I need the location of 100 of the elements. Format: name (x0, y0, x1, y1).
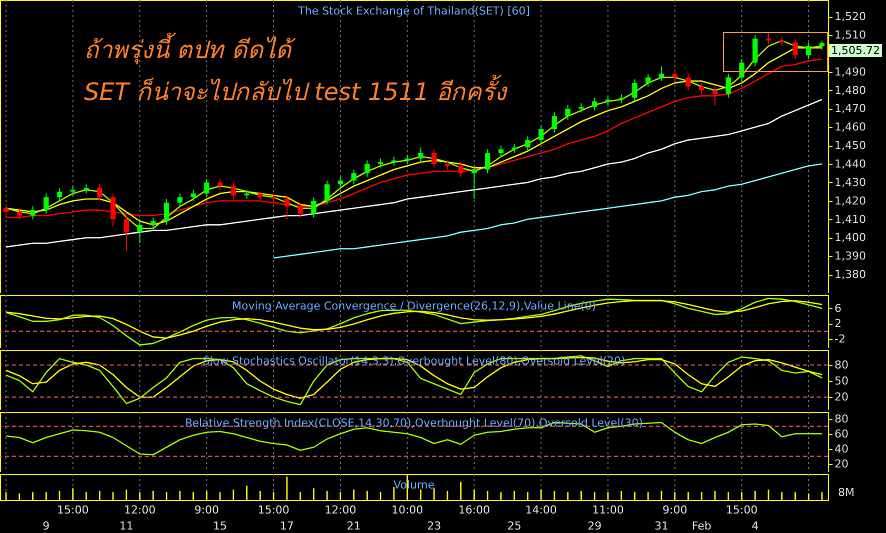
candlestick (752, 34, 758, 67)
candlestick (84, 184, 89, 194)
candlestick (44, 192, 49, 214)
candlestick (699, 82, 704, 94)
y-tick-label: 1,420 (834, 194, 866, 208)
candlestick (739, 58, 744, 82)
candlestick (351, 169, 356, 185)
candlestick (686, 73, 691, 91)
x-tick-label: Feb (692, 520, 712, 532)
candlestick (244, 189, 250, 200)
candlestick (712, 86, 718, 106)
y-tick-label: 1,390 (834, 250, 866, 263)
candlestick (458, 162, 464, 178)
x-tick-label: 15 (213, 520, 228, 532)
candlestick (472, 165, 477, 200)
candlestick (618, 93, 624, 104)
candlestick (150, 216, 156, 230)
candlestick (30, 206, 36, 220)
x-tick-label: 15:00 (57, 504, 89, 516)
candlestick (646, 73, 651, 88)
candlestick (512, 143, 517, 154)
y-tick-label: 1,410 (834, 212, 866, 226)
candlestick (56, 187, 62, 202)
x-tick-label: 11:00 (592, 504, 624, 516)
y-tick-label: 60 (834, 427, 848, 440)
candlestick (538, 124, 544, 144)
line-series (5, 355, 823, 406)
y-tick-label: 50 (834, 374, 848, 388)
y-tick-label: 20 (834, 457, 848, 470)
candlestick (779, 36, 784, 47)
candlestick (97, 184, 102, 202)
x-tick-label: 9:00 (662, 504, 688, 516)
y-tick-label: 1,440 (834, 158, 866, 171)
chart-title: Relative Strength Index(CLOSE,14,30,70),Overbought Level(70),Oversold Level(30) (185, 416, 643, 430)
y-tick-label: 1,470 (834, 102, 866, 116)
candlestick (672, 70, 678, 82)
candlestick (658, 66, 664, 82)
candlestick (164, 198, 170, 226)
candlestick (819, 40, 825, 50)
x-tick-label: 17 (280, 520, 294, 532)
candlestick (378, 158, 384, 168)
candlestick (311, 196, 316, 218)
candlestick (364, 160, 370, 178)
y-tick-label: 1,380 (834, 268, 866, 282)
y-tick-label: 1,510 (834, 28, 866, 42)
candlestick (792, 38, 798, 60)
y-tick-label: 1,490 (834, 65, 866, 78)
x-tick-label: 11 (119, 520, 134, 532)
y-tick-label: 20 (834, 390, 848, 404)
x-tick-label: 14:00 (525, 504, 557, 516)
annotation: SET ก็น่าจะไปกลับไป test 1511 อีกครั้ง (84, 74, 507, 108)
text: 1,505.72 (829, 44, 882, 57)
candlestick (484, 148, 490, 174)
x-tick-label: 31 (654, 520, 668, 532)
y-tick-label: 1,400 (834, 231, 866, 244)
y-tick-label: 1,480 (834, 84, 866, 97)
candlestick (498, 145, 504, 158)
line-series (5, 300, 823, 339)
x-tick-label: 16:00 (458, 504, 490, 516)
candlestick (270, 192, 276, 204)
candlestick (190, 189, 196, 202)
candlestick (217, 178, 223, 190)
x-tick-label: 12:00 (124, 504, 156, 516)
x-tick-label: 29 (588, 520, 602, 532)
candlestick (766, 32, 772, 45)
x-tick-label: 12:00 (324, 504, 356, 516)
x-tick-label: 15:00 (258, 504, 290, 516)
candlestick (230, 182, 236, 200)
line-series (272, 163, 823, 259)
text: 8M (838, 486, 854, 499)
y-tick-label: 1,430 (834, 176, 866, 189)
candlestick (592, 97, 598, 112)
x-tick-label: 10:00 (391, 504, 424, 516)
x-tick-label: 21 (346, 520, 361, 532)
candlestick (204, 178, 210, 198)
candlestick (565, 104, 570, 120)
chart-title: The Stock Exchange of Thailand(SET) [60] (297, 4, 530, 18)
candlestick (552, 112, 558, 134)
candlestick (137, 218, 142, 244)
x-tick-label: 9 (42, 520, 50, 532)
y-tick-label: 1,520 (834, 10, 866, 24)
candlestick (632, 78, 638, 102)
candlestick (806, 42, 812, 60)
candlestick (525, 136, 530, 152)
x-tick-label: 15:00 (726, 504, 758, 516)
candlestick (404, 154, 410, 165)
candlestick (444, 160, 450, 170)
candlestick (726, 73, 731, 98)
candlestick (258, 191, 263, 202)
candlestick (338, 176, 344, 188)
candlestick (177, 192, 182, 207)
candlestick (324, 180, 330, 206)
y-tick-label: 6 (834, 302, 842, 315)
y-tick-label: 1,460 (834, 120, 866, 134)
candlestick (418, 146, 424, 163)
y-tick-label: 1,450 (834, 139, 866, 152)
x-tick-label: 23 (427, 520, 442, 532)
candlestick (605, 95, 611, 106)
y-tick-label: 80 (834, 358, 848, 372)
x-tick-label: 4 (752, 520, 759, 532)
